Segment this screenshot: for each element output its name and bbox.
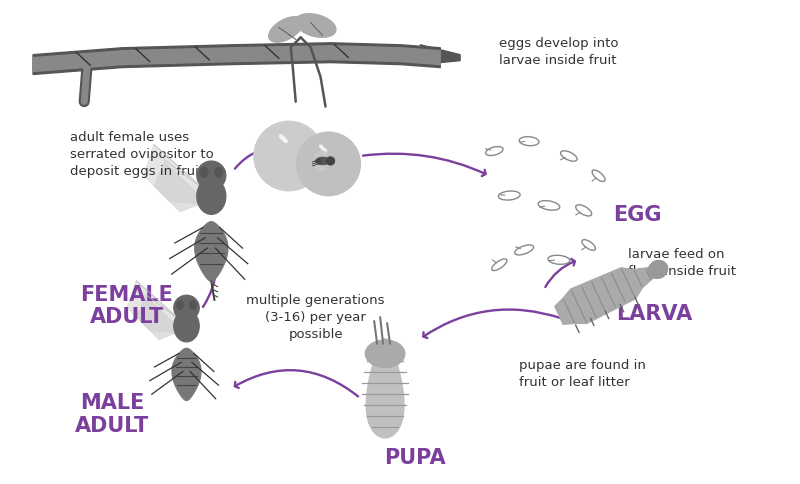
Polygon shape [366,339,404,438]
Ellipse shape [315,164,326,170]
Text: MALE
ADULT: MALE ADULT [75,393,149,436]
Text: LARVA: LARVA [617,304,693,324]
Ellipse shape [200,167,208,178]
Text: eggs develop into
larvae inside fruit: eggs develop into larvae inside fruit [499,37,619,67]
Text: larvae feed on
flesh inside fruit: larvae feed on flesh inside fruit [629,248,737,278]
Text: PUPA: PUPA [384,448,446,468]
Ellipse shape [174,310,199,342]
Text: pupae are found in
fruit or leaf litter: pupae are found in fruit or leaf litter [519,359,646,389]
Ellipse shape [197,178,226,214]
Circle shape [254,121,323,191]
Ellipse shape [177,301,184,310]
Text: FEMALE
ADULT: FEMALE ADULT [81,285,174,327]
Polygon shape [127,281,182,333]
Ellipse shape [190,301,197,310]
Polygon shape [555,267,659,324]
Ellipse shape [648,260,668,278]
Circle shape [197,161,226,190]
Polygon shape [154,162,206,212]
Ellipse shape [295,14,336,37]
Polygon shape [194,222,228,281]
Circle shape [174,295,199,320]
Polygon shape [143,144,206,204]
Text: adult female uses
serrated ovipositor to
deposit eggs in fruit: adult female uses serrated ovipositor to… [70,131,214,178]
Text: multiple generations
(3-16) per year
possible: multiple generations (3-16) per year pos… [246,294,385,341]
Ellipse shape [269,17,303,42]
Ellipse shape [315,157,330,165]
Ellipse shape [366,340,405,367]
Circle shape [326,157,334,165]
Polygon shape [172,348,201,401]
Text: EGG: EGG [614,205,662,226]
Polygon shape [136,296,182,340]
Ellipse shape [314,151,327,159]
Circle shape [297,132,360,196]
Ellipse shape [214,167,222,178]
